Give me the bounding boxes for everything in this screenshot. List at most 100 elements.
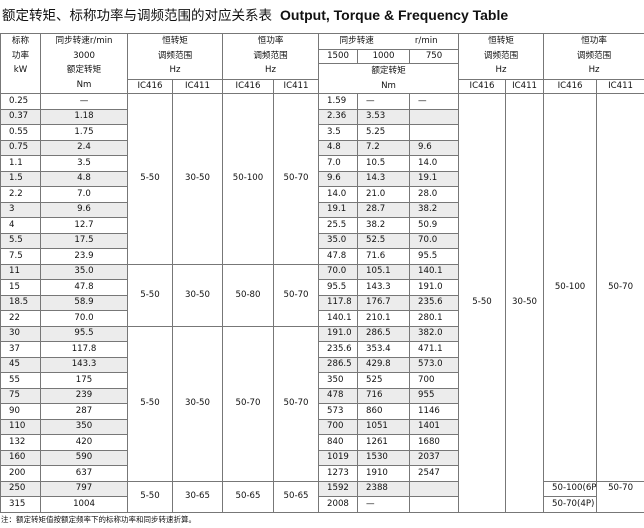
header-cell: IC411 bbox=[171, 78, 224, 94]
table-cell: 70.0 bbox=[318, 263, 359, 280]
table-cell: 25.5 bbox=[318, 217, 359, 234]
table-cell: 2388 bbox=[357, 480, 411, 497]
table-row: 55 175 350 525 700 bbox=[0, 372, 644, 389]
table-cell: 700 bbox=[409, 372, 460, 389]
table-cell: 573.0 bbox=[409, 356, 460, 373]
header-text: 恒转矩 bbox=[162, 36, 188, 46]
header-text: 恒转矩 bbox=[488, 36, 514, 46]
table-cell: 95.5 bbox=[318, 279, 359, 296]
table-cell: 38.2 bbox=[409, 201, 460, 218]
table-cell: 140.1 bbox=[318, 310, 359, 327]
header-row: IC416 IC411 IC416 IC411 IC416 IC411 IC416 IC411 bbox=[1, 78, 644, 94]
table-row: 45 143.3 286.5 429.8 573.0 bbox=[0, 356, 644, 373]
table-cell: 28.7 bbox=[357, 201, 411, 218]
table-row: 0.55 1.75 3.5 5.25 bbox=[0, 124, 644, 141]
table-cell: 200 bbox=[0, 465, 41, 482]
table-cell: 2037 bbox=[409, 449, 460, 466]
table-cell: 1051 bbox=[357, 418, 411, 435]
table-cell: 14.0 bbox=[318, 186, 359, 203]
table-cell: 7.0 bbox=[318, 155, 359, 172]
header-text: Hz bbox=[495, 65, 507, 75]
range-cell: 50-70 bbox=[273, 93, 320, 265]
range-cell: 50-70 bbox=[596, 93, 644, 482]
table-cell: 0.75 bbox=[0, 139, 41, 156]
table-cell: 9.6 bbox=[318, 170, 359, 187]
table-row: 250 797 5-50 30-65 50-65 50-65 1592 2388 50-100(… bbox=[0, 480, 644, 513]
table-cell: 191.0 bbox=[409, 279, 460, 296]
table-cell bbox=[409, 108, 460, 125]
table-cell: 21.0 bbox=[357, 186, 411, 203]
header-text: 标称 bbox=[11, 36, 30, 46]
range-cell: 50-80 bbox=[222, 263, 275, 327]
table-row: 3 9.6 19.1 28.7 38.2 bbox=[0, 201, 644, 218]
header-cell: 恒转矩 调频范围 Hz bbox=[126, 33, 224, 80]
table-cell: 3.53 bbox=[357, 108, 411, 125]
table-cell: 4.8 bbox=[40, 170, 128, 187]
header-text: Nm bbox=[76, 79, 92, 90]
table-row: 0.37 1.18 2.36 3.53 bbox=[0, 108, 644, 125]
table-row: 11 35.0 5-50 30-50 50-80 50-70 70.0 105.1 140.1 bbox=[0, 263, 644, 327]
header-text: Hz bbox=[588, 65, 600, 75]
table-cell: 5.5 bbox=[0, 232, 41, 249]
table-cell: 17.5 bbox=[40, 232, 128, 249]
table-header: 标称 功率 kW 同步转速r/min 3000 额定转矩 Nm 恒转矩 调频范围 Hz 恒功率 调频范… bbox=[0, 33, 644, 94]
table-cell: — bbox=[409, 93, 460, 110]
table-cell: 0.55 bbox=[0, 124, 41, 141]
table-cell: 58.9 bbox=[40, 294, 128, 311]
table-cell: 1.75 bbox=[40, 124, 128, 141]
table-cell: 117.8 bbox=[40, 341, 128, 358]
header-cell: 750 bbox=[409, 48, 460, 64]
range-cell: 50-100 bbox=[222, 93, 275, 265]
header-cell: IC411 bbox=[505, 78, 545, 94]
table-cell: 287 bbox=[40, 403, 128, 420]
range-cell: 5-50 bbox=[458, 93, 507, 513]
table-cell: 280.1 bbox=[409, 310, 460, 327]
header-row: 额定转矩 Nm bbox=[1, 63, 644, 94]
table-cell: 7.0 bbox=[40, 186, 128, 203]
table-cell: 1910 bbox=[357, 465, 411, 482]
header-text: Hz bbox=[265, 65, 277, 75]
table-cell: 52.5 bbox=[357, 232, 411, 249]
table-cell: 18.5 bbox=[0, 294, 41, 311]
table-cell: 47.8 bbox=[318, 248, 359, 265]
table-cell: 3.5 bbox=[40, 155, 128, 172]
table-cell bbox=[409, 496, 460, 513]
header-text: 同步转速 bbox=[339, 36, 374, 46]
header-text: Nm bbox=[381, 80, 396, 91]
range-cell: 50-100(6P) bbox=[543, 480, 598, 497]
table-cell: 30 bbox=[0, 325, 41, 342]
table-cell: 235.6 bbox=[409, 294, 460, 311]
range-cell: 30-50 bbox=[171, 325, 224, 482]
header-row: 1500 1000 750 bbox=[1, 48, 644, 64]
table-cell: 315 bbox=[0, 496, 41, 513]
table-cell: 9.6 bbox=[409, 139, 460, 156]
table-cell: 1.18 bbox=[40, 108, 128, 125]
header-text: 额定转矩 bbox=[66, 65, 102, 75]
table-cell: 716 bbox=[357, 387, 411, 404]
range-cell: 50-100 bbox=[543, 93, 598, 482]
table-cell: 1273 bbox=[318, 465, 359, 482]
header-cell: IC416 bbox=[127, 78, 173, 94]
header-cell: IC411 bbox=[273, 78, 320, 94]
table-cell: 14.0 bbox=[409, 155, 460, 172]
table-cell: 10.5 bbox=[357, 155, 411, 172]
table-cell: 143.3 bbox=[40, 356, 128, 373]
table-row: 0.25—5-50 30-50 50-100 50-70 1.59— —5-50 30-50… bbox=[0, 93, 644, 513]
table-cell: 1680 bbox=[409, 434, 460, 451]
table-cell: 700 bbox=[318, 418, 359, 435]
table-cell: 1004 bbox=[40, 496, 128, 513]
table-cell: 175 bbox=[40, 372, 128, 389]
table-cell: 1592 bbox=[318, 480, 359, 497]
range-cell: 30-65 bbox=[171, 480, 224, 513]
table-cell: 176.7 bbox=[357, 294, 411, 311]
table-cell: 14.3 bbox=[357, 170, 411, 187]
table-row: 5.5 17.5 35.0 52.5 70.0 bbox=[0, 232, 644, 249]
table-row: 4 12.7 25.5 38.2 50.9 bbox=[0, 217, 644, 234]
table-cell: 210.1 bbox=[357, 310, 411, 327]
table-cell: 286.5 bbox=[357, 325, 411, 342]
table-cell: 590 bbox=[40, 449, 128, 466]
header-text: Hz bbox=[169, 65, 181, 75]
table-cell: 47.8 bbox=[40, 279, 128, 296]
table-cell: 382.0 bbox=[409, 325, 460, 342]
